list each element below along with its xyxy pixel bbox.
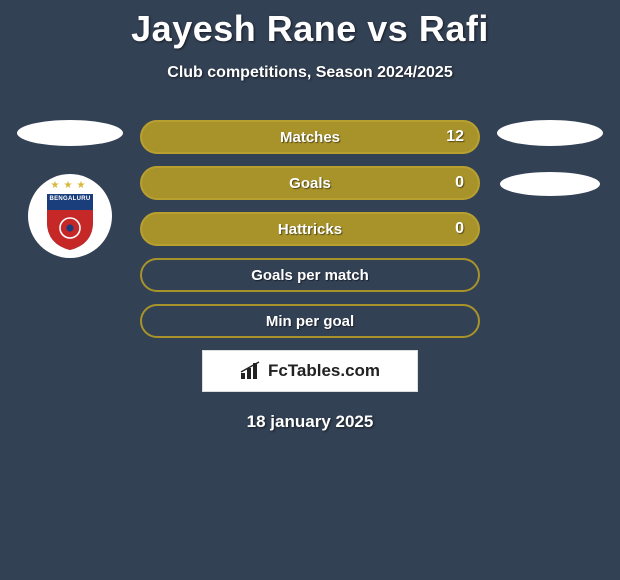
- page-title: Jayesh Rane vs Rafi: [0, 0, 620, 50]
- stat-label: Min per goal: [266, 313, 354, 330]
- shield-ball-center: [66, 224, 73, 231]
- club-crest-left: ★★★ BENGALURU: [28, 174, 112, 258]
- stat-label: Goals per match: [251, 267, 369, 284]
- left-player-col: ★★★ BENGALURU: [10, 120, 130, 258]
- stat-label: Hattricks: [278, 221, 342, 238]
- right-player-col: [490, 120, 610, 222]
- stat-row-hattricks: Hattricks 0: [140, 212, 480, 246]
- page-subtitle: Club competitions, Season 2024/2025: [0, 64, 620, 82]
- stat-row-goals-per-match: Goals per match: [140, 258, 480, 292]
- date-label: 18 january 2025: [0, 412, 620, 432]
- crest-shield: BENGALURU: [43, 192, 97, 252]
- comparison-content: ★★★ BENGALURU Matches 12 Goals 0: [0, 120, 620, 432]
- club-crest-right-placeholder: [500, 172, 600, 196]
- stat-label: Matches: [280, 129, 340, 146]
- player-left-face-placeholder: [17, 120, 123, 146]
- crest-stars: ★★★: [28, 180, 112, 191]
- fctables-logo-box: FcTables.com: [202, 350, 418, 392]
- stat-value: 0: [455, 174, 464, 192]
- player-right-face-placeholder: [497, 120, 603, 146]
- stat-row-goals: Goals 0: [140, 166, 480, 200]
- fctables-logo-text: FcTables.com: [268, 361, 380, 381]
- stat-label: Goals: [289, 175, 331, 192]
- stat-row-matches: Matches 12: [140, 120, 480, 154]
- stats-bars: Matches 12 Goals 0 Hattricks 0 Goals per…: [140, 120, 480, 338]
- crest-club-name: BENGALURU: [43, 196, 97, 202]
- stat-value: 0: [455, 220, 464, 238]
- bars-icon: [240, 361, 262, 381]
- stat-row-min-per-goal: Min per goal: [140, 304, 480, 338]
- stat-value: 12: [446, 128, 464, 146]
